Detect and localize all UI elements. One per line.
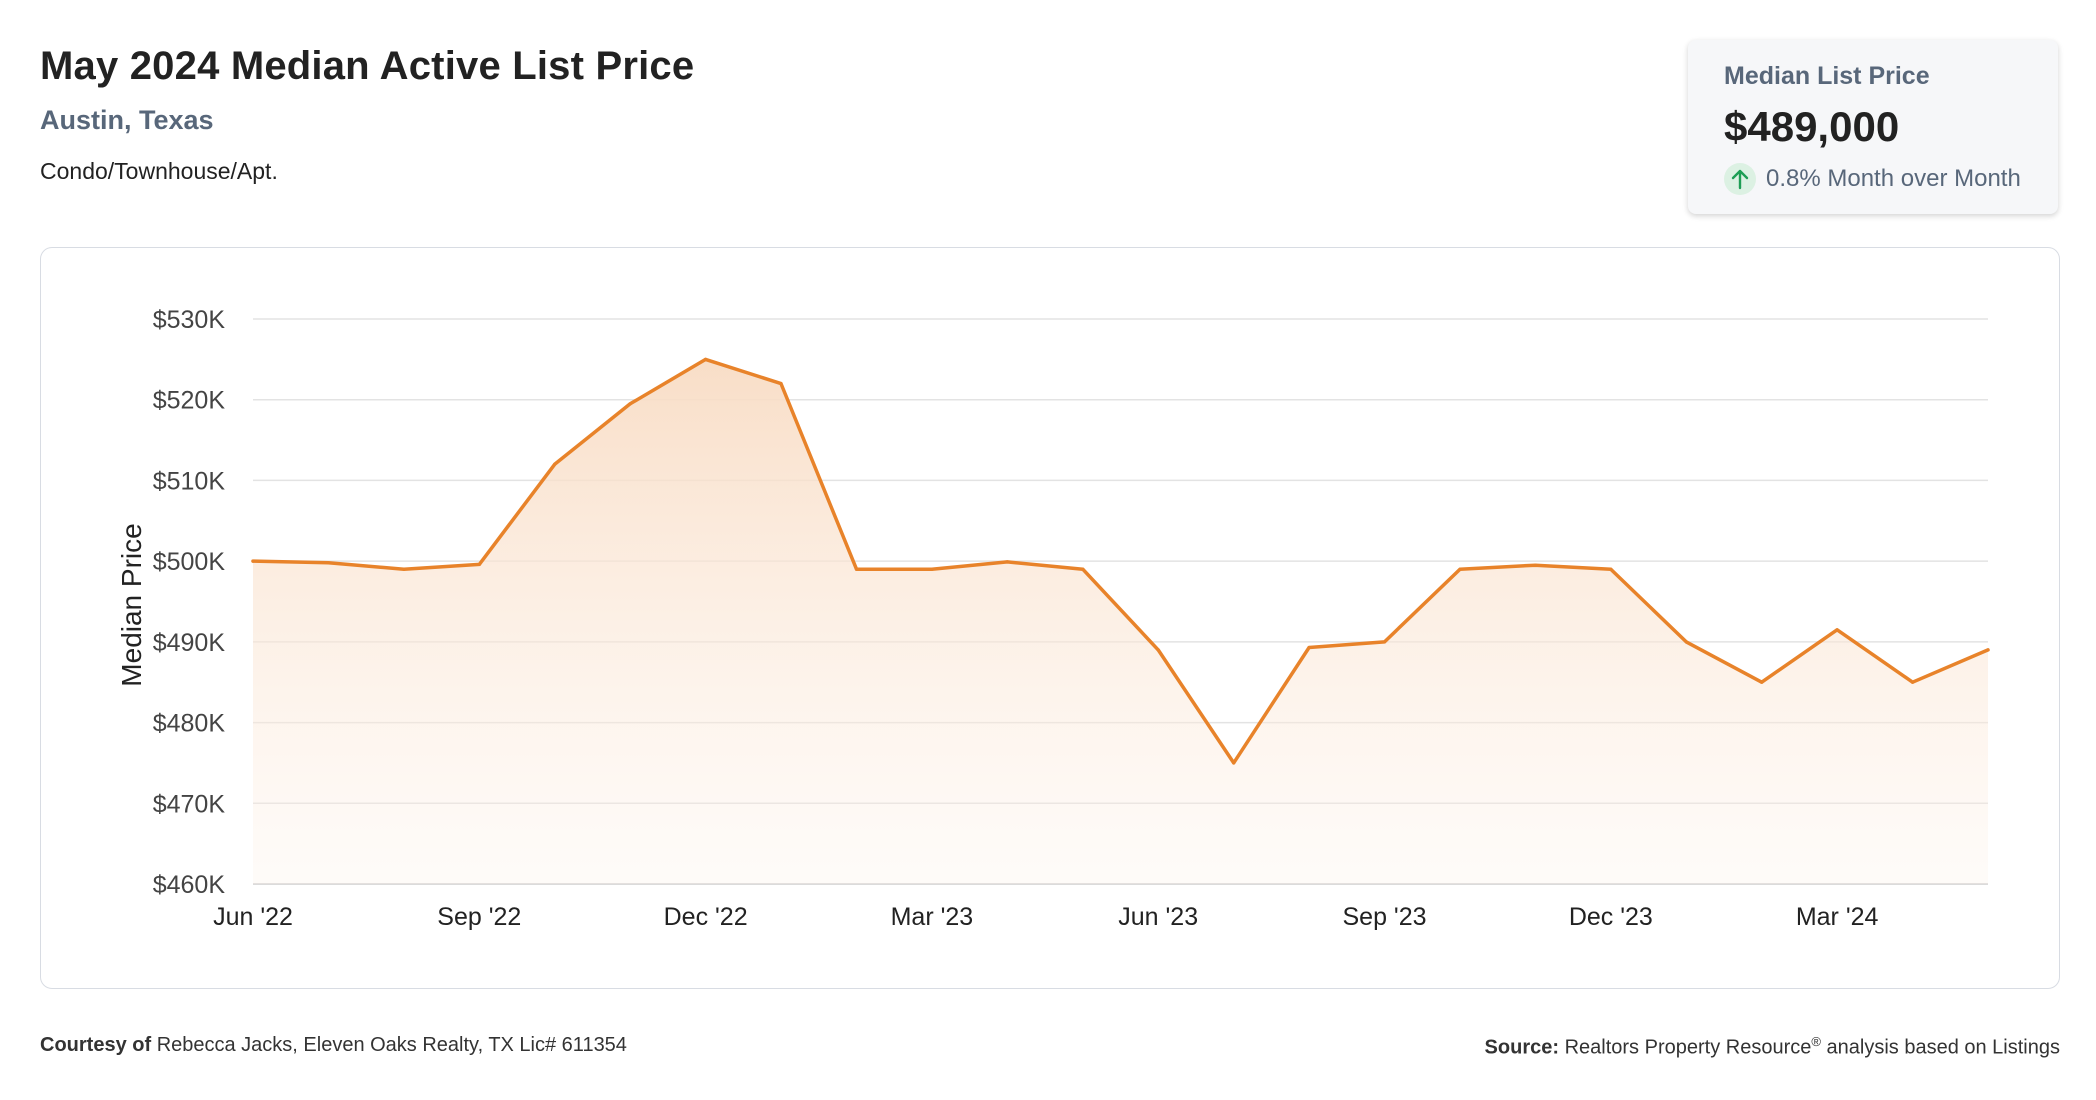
property-type-label: Condo/Townhouse/Apt. xyxy=(40,158,278,184)
price-chart: $460K $470K $480K $490K $500K $510K $520K $530K… xyxy=(116,306,1990,931)
data-point[interactable] xyxy=(1835,628,1839,632)
page-title: May 2024 Median Active List Price xyxy=(40,44,695,88)
x-tick-label: Mar '23 xyxy=(891,903,974,931)
data-point[interactable] xyxy=(1760,680,1764,684)
x-tick-label: Dec '23 xyxy=(1569,903,1653,931)
source-text-2: analysis based on Listings xyxy=(1826,1036,2060,1059)
data-point[interactable] xyxy=(1005,560,1009,564)
source-text-1: Realtors Property Resource xyxy=(1564,1036,1812,1059)
data-point[interactable] xyxy=(1307,645,1311,650)
data-point[interactable] xyxy=(477,562,481,566)
data-point[interactable] xyxy=(1533,563,1537,567)
median-list-price-card: Median List Price $489,000 0.8% Month ov… xyxy=(1688,40,2058,214)
x-tick-label: Sep '23 xyxy=(1343,903,1427,931)
chart-panel: $460K $470K $480K $490K $500K $510K $520K $530K… xyxy=(40,247,2060,989)
data-point[interactable] xyxy=(1986,648,1990,652)
data-point[interactable] xyxy=(1081,567,1085,571)
data-point[interactable] xyxy=(1609,567,1613,571)
y-tick-label: $460K xyxy=(153,871,226,899)
data-point[interactable] xyxy=(628,402,632,406)
data-point[interactable] xyxy=(1684,640,1688,644)
kpi-label: Median List Price xyxy=(1724,62,1930,90)
courtesy-text: Rebecca Jacks, Eleven Oaks Realty, TX Li… xyxy=(156,1034,627,1056)
header: May 2024 Median Active List Price Austin… xyxy=(40,44,694,185)
y-axis-label: Median Price xyxy=(116,523,147,686)
y-tick-label: $480K xyxy=(153,710,226,738)
data-point[interactable] xyxy=(402,567,406,571)
y-tick-label: $500K xyxy=(153,548,226,576)
x-tick-label: Jun '23 xyxy=(1118,903,1198,931)
footer-courtesy: Courtesy of Rebecca Jacks, Eleven Oaks R… xyxy=(40,1034,627,1057)
y-tick-label: $530K xyxy=(153,306,226,334)
y-tick-label: $470K xyxy=(153,790,226,818)
price-line xyxy=(251,357,1990,765)
data-point[interactable] xyxy=(1156,648,1160,652)
x-tick-label: Sep '22 xyxy=(437,903,521,931)
data-point[interactable] xyxy=(779,382,783,386)
location-label: Austin, Texas xyxy=(40,105,214,135)
arrow-up-icon xyxy=(1724,163,1756,195)
y-tick-label: $520K xyxy=(153,387,226,415)
x-tick-label: Mar '24 xyxy=(1796,903,1879,931)
data-point[interactable] xyxy=(1382,640,1387,644)
y-tick-label: $490K xyxy=(153,629,226,657)
registered-mark: ® xyxy=(1811,1034,1821,1049)
x-tick-label: Jun '22 xyxy=(213,903,293,931)
kpi-change-text: 0.8% Month over Month xyxy=(1766,165,2021,192)
footer-source: Source: Realtors Property Resource® anal… xyxy=(1485,1034,2060,1060)
data-point[interactable] xyxy=(251,559,255,563)
data-point[interactable] xyxy=(326,561,330,565)
data-point[interactable] xyxy=(553,462,557,466)
kpi-value: $489,000 xyxy=(1724,103,1900,150)
data-point[interactable] xyxy=(1911,680,1915,684)
x-tick-label: Dec '22 xyxy=(664,903,748,931)
price-area xyxy=(253,359,1988,884)
kpi-change: 0.8% Month over Month xyxy=(1724,163,2022,195)
data-point[interactable] xyxy=(1232,761,1236,765)
data-point[interactable] xyxy=(854,567,859,571)
data-point[interactable] xyxy=(930,567,934,571)
data-point[interactable] xyxy=(704,357,708,361)
data-point[interactable] xyxy=(1458,567,1462,571)
courtesy-label: Courtesy of xyxy=(40,1034,152,1056)
source-label: Source: xyxy=(1484,1036,1560,1059)
y-tick-label: $510K xyxy=(153,467,226,495)
